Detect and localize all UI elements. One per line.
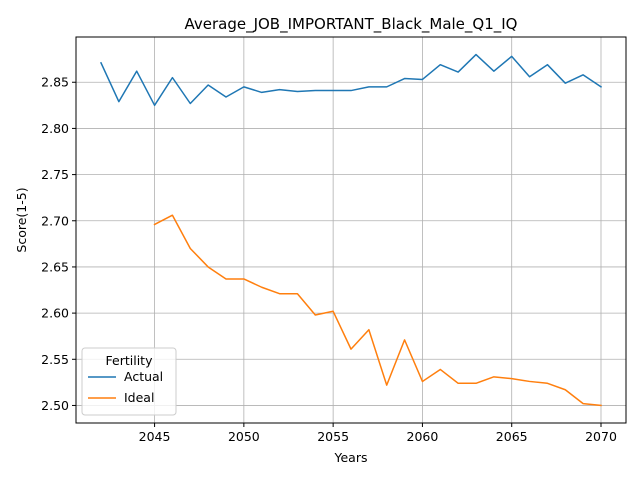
y-axis-title: Score(1-5) <box>14 187 29 252</box>
series-line-actual <box>100 53 603 107</box>
y-tick-label: 2.70 <box>41 213 69 228</box>
chart-title: Average_JOB_IMPORTANT_Black_Male_Q1_IQ <box>184 15 517 34</box>
legend-title: Fertility <box>106 353 154 368</box>
series-lines <box>100 53 603 407</box>
y-tick-label: 2.85 <box>41 75 69 90</box>
plot-frame <box>75 36 627 424</box>
x-tick-label: 2070 <box>585 429 617 444</box>
grid <box>76 37 626 423</box>
x-tick-label: 2065 <box>496 429 528 444</box>
y-tick-label: 2.50 <box>41 398 69 413</box>
x-tick-label: 2055 <box>317 429 349 444</box>
x-axis-title: Years <box>334 450 368 465</box>
y-tick-label: 2.55 <box>41 352 69 367</box>
y-tick-label: 2.75 <box>41 167 69 182</box>
y-tick-label: 2.80 <box>41 121 69 136</box>
x-tick-label: 2045 <box>139 429 171 444</box>
y-tick-label: 2.65 <box>41 259 69 274</box>
legend-label-actual: Actual <box>124 369 163 384</box>
x-tick-label: 2060 <box>407 429 439 444</box>
y-axis: 2.50 2.55 2.60 2.65 2.70 2.75 2.80 2.85 <box>41 75 76 413</box>
y-tick-label: 2.60 <box>41 306 69 321</box>
series-line-ideal <box>153 214 602 407</box>
legend-label-ideal: Ideal <box>124 390 154 405</box>
x-tick-label: 2050 <box>228 429 260 444</box>
x-axis: 2045 2050 2055 2060 2065 2070 <box>139 423 617 444</box>
